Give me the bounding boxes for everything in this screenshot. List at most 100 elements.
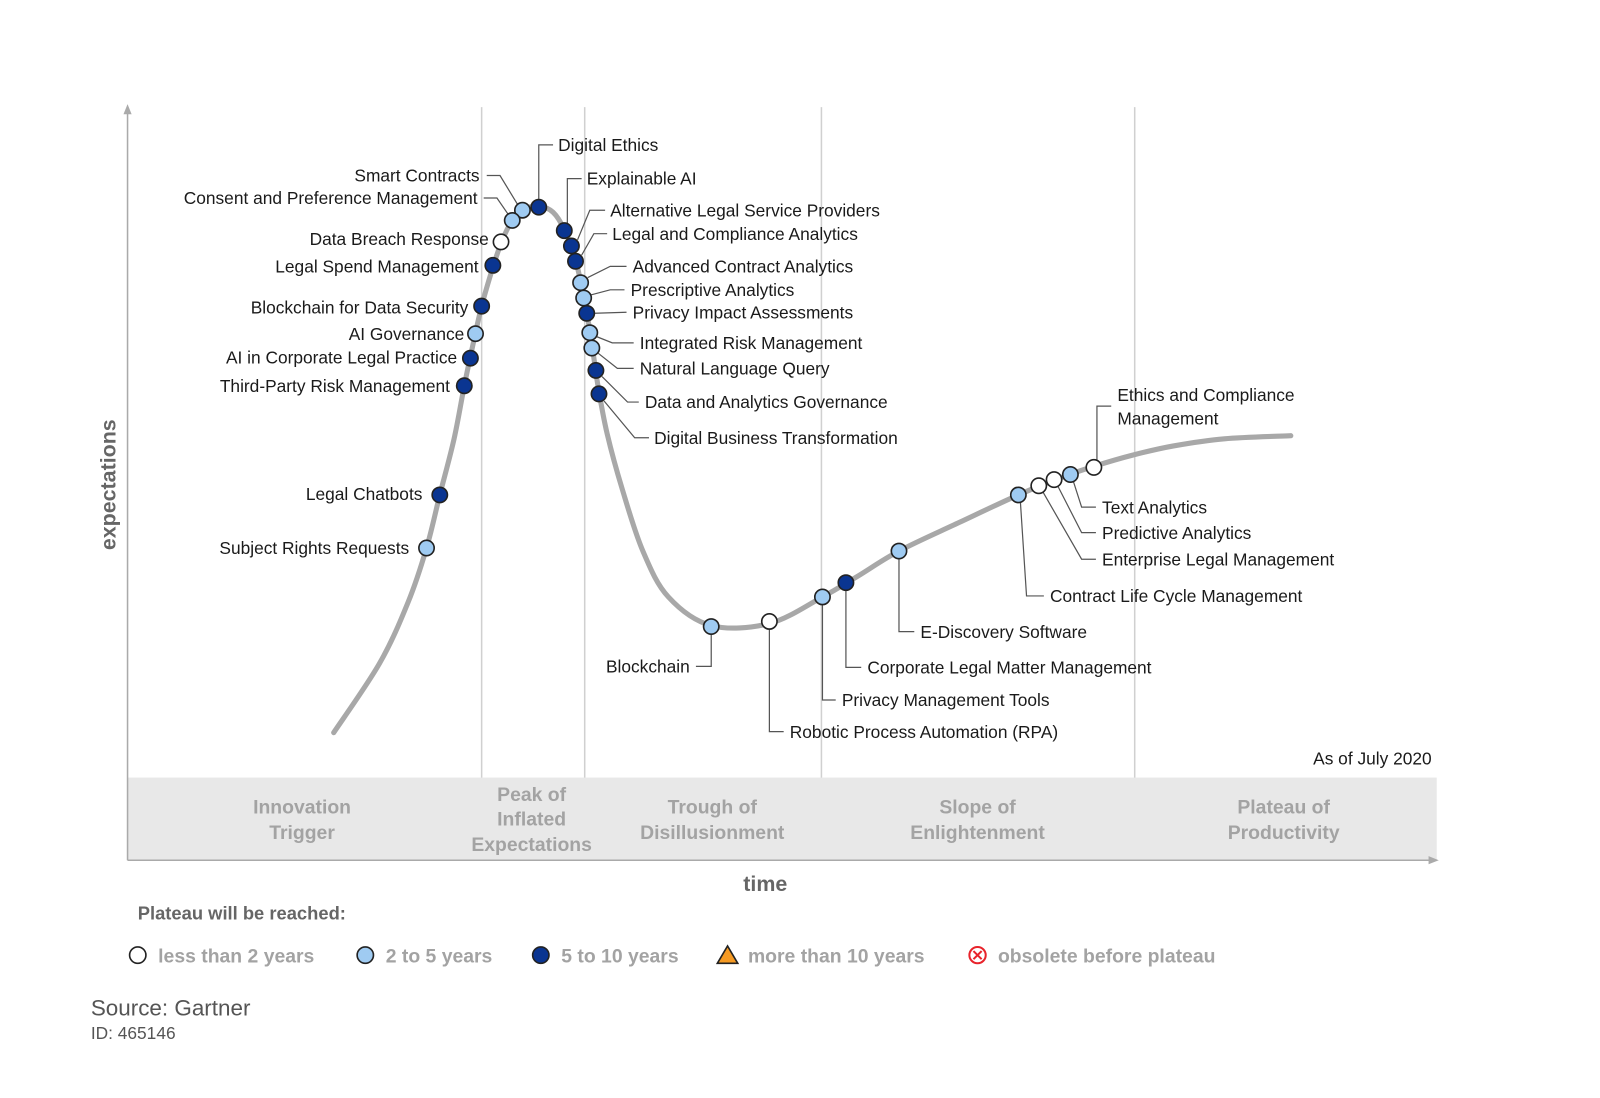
item-label-data-and-analytics-governance: Data and Analytics Governance	[645, 392, 888, 412]
item-label-subject-rights-requests: Subject Rights Requests	[219, 538, 409, 558]
legend-label: obsolete before plateau	[998, 945, 1215, 967]
marker-ai-governance	[467, 325, 484, 343]
y-axis-arrow-icon	[123, 104, 132, 115]
marker-alternative-legal-service-providers	[562, 237, 580, 255]
leader-line-contract-life-cycle-management	[1019, 502, 1044, 597]
marker-subject-rights-requests	[418, 539, 435, 557]
marker-privacy-management-tools	[813, 588, 831, 606]
leader-line-legal-and-compliance-analytics	[581, 233, 608, 256]
marker-natural-language-query	[583, 339, 601, 357]
phase-label: Innovation	[253, 796, 351, 818]
item-label-ai-in-corporate-legal-practice: AI in Corporate Legal Practice	[226, 347, 457, 367]
leader-lines	[483, 144, 1112, 733]
marker-third-party-risk-management	[455, 377, 473, 395]
phase-label: Trough of	[668, 796, 758, 818]
x-axis-label: time	[743, 872, 787, 896]
legend-item-gt10: more than 10 years	[715, 944, 925, 967]
leader-line-digital-ethics	[538, 144, 554, 201]
marker-blockchain	[702, 618, 720, 636]
legend-item-5to10: 5 to 10 years	[531, 945, 679, 967]
leader-line-robotic-process-automation-rpa	[768, 628, 784, 733]
phase-label: Productivity	[1228, 822, 1340, 844]
item-label-natural-language-query: Natural Language Query	[640, 359, 830, 379]
leader-line-digital-business-transformation	[603, 400, 649, 439]
legend-label: more than 10 years	[748, 945, 925, 967]
phase-label: Enlightenment	[910, 822, 1045, 844]
item-label-legal-chatbots: Legal Chatbots	[306, 484, 423, 504]
phase-label: Expectations	[471, 834, 592, 856]
phase-label: Plateau of	[1237, 796, 1330, 818]
legend-circle-icon	[531, 946, 550, 965]
leader-line-predictive-analytics	[1057, 486, 1096, 534]
marker-consent-and-preference-management	[503, 211, 521, 229]
legend: less than 2 years 2 to 5 years 5 to 10 yea…	[128, 944, 1215, 967]
marker-e-discovery-software	[890, 542, 908, 560]
item-label-ethics-and-compliance-management: Ethics and Compliance	[1117, 385, 1294, 405]
marker-privacy-impact-assessments	[578, 304, 596, 322]
marker-blockchain-for-data-security	[473, 297, 491, 315]
leader-line-privacy-impact-assessments	[594, 311, 627, 314]
legend-circle-icon	[128, 946, 147, 965]
leader-line-blockchain	[695, 633, 712, 667]
leader-line-corporate-legal-matter-management	[845, 589, 862, 668]
item-label-ethics-and-compliance-management: Management	[1117, 409, 1218, 429]
marker-data-breach-response	[492, 233, 510, 251]
marker-prescriptive-analytics	[575, 289, 593, 307]
item-label-alternative-legal-service-providers: Alternative Legal Service Providers	[610, 200, 880, 220]
leader-line-integrated-risk-management	[596, 336, 634, 344]
marker-ethics-and-compliance-management	[1085, 458, 1103, 476]
leader-line-alternative-legal-service-providers	[576, 209, 606, 241]
legend-item-lt2: less than 2 years	[128, 945, 314, 967]
phase-dividers	[480, 107, 1136, 778]
item-label-advanced-contract-analytics: Advanced Contract Analytics	[633, 256, 854, 276]
source-text: Source: Gartner	[91, 995, 251, 1020]
legend-triangle-icon	[715, 944, 740, 965]
leader-line-explainable-ai	[566, 177, 582, 224]
leader-line-ethics-and-compliance-management	[1096, 405, 1112, 461]
marker-corporate-legal-matter-management	[837, 574, 855, 592]
item-label-data-breach-response: Data Breach Response	[310, 229, 489, 249]
item-label-text-analytics: Text Analytics	[1102, 497, 1207, 517]
marker-data-and-analytics-governance	[587, 361, 605, 379]
leader-line-consent-and-preference-management	[483, 197, 509, 215]
marker-contract-life-cycle-management	[1009, 486, 1027, 504]
marker-integrated-risk-management	[581, 324, 599, 342]
markers	[418, 198, 1103, 636]
item-label-blockchain: Blockchain	[606, 656, 690, 676]
marker-ai-in-corporate-legal-practice	[461, 349, 479, 367]
item-label-robotic-process-automation-rpa: Robotic Process Automation (RPA)	[790, 722, 1058, 742]
item-label-legal-spend-management: Legal Spend Management	[275, 256, 478, 276]
x-axis-arrow-icon	[1428, 856, 1439, 865]
leader-line-prescriptive-analytics	[590, 289, 625, 296]
phase-label: Inflated	[497, 809, 566, 831]
phase-label: Slope of	[939, 796, 1016, 818]
legend-label: 2 to 5 years	[386, 945, 493, 967]
legend-item-obsolete: obsolete before plateau	[968, 945, 1215, 967]
marker-enterprise-legal-management	[1030, 477, 1048, 495]
leader-line-text-analytics	[1072, 481, 1096, 508]
item-label-ai-governance: AI Governance	[349, 324, 465, 344]
marker-text-analytics	[1061, 466, 1079, 483]
item-label-legal-and-compliance-analytics: Legal and Compliance Analytics	[612, 224, 858, 244]
item-label-blockchain-for-data-security: Blockchain for Data Security	[251, 297, 469, 317]
leader-line-privacy-management-tools	[821, 604, 836, 701]
hype-curve	[331, 203, 1294, 736]
legend-x-icon	[972, 950, 983, 960]
item-label-integrated-risk-management: Integrated Risk Management	[640, 333, 863, 353]
leader-line-smart-contracts	[486, 174, 518, 205]
item-label-third-party-risk-management: Third-Party Risk Management	[220, 376, 450, 396]
item-label-privacy-impact-assessments: Privacy Impact Assessments	[633, 302, 854, 322]
item-label-prescriptive-analytics: Prescriptive Analytics	[631, 280, 795, 300]
item-label-explainable-ai: Explainable AI	[587, 169, 697, 189]
legend-item-2to5: 2 to 5 years	[356, 945, 493, 967]
marker-legal-spend-management	[484, 256, 502, 274]
leader-line-e-discovery-software	[898, 558, 915, 633]
marker-digital-ethics	[530, 198, 548, 216]
leader-line-data-and-analytics-governance	[601, 376, 639, 403]
phase-label: Disillusionment	[640, 822, 785, 844]
y-axis-label: expectations	[96, 419, 120, 550]
marker-robotic-process-automation-rpa	[760, 612, 778, 630]
marker-smart-contracts	[513, 201, 531, 219]
